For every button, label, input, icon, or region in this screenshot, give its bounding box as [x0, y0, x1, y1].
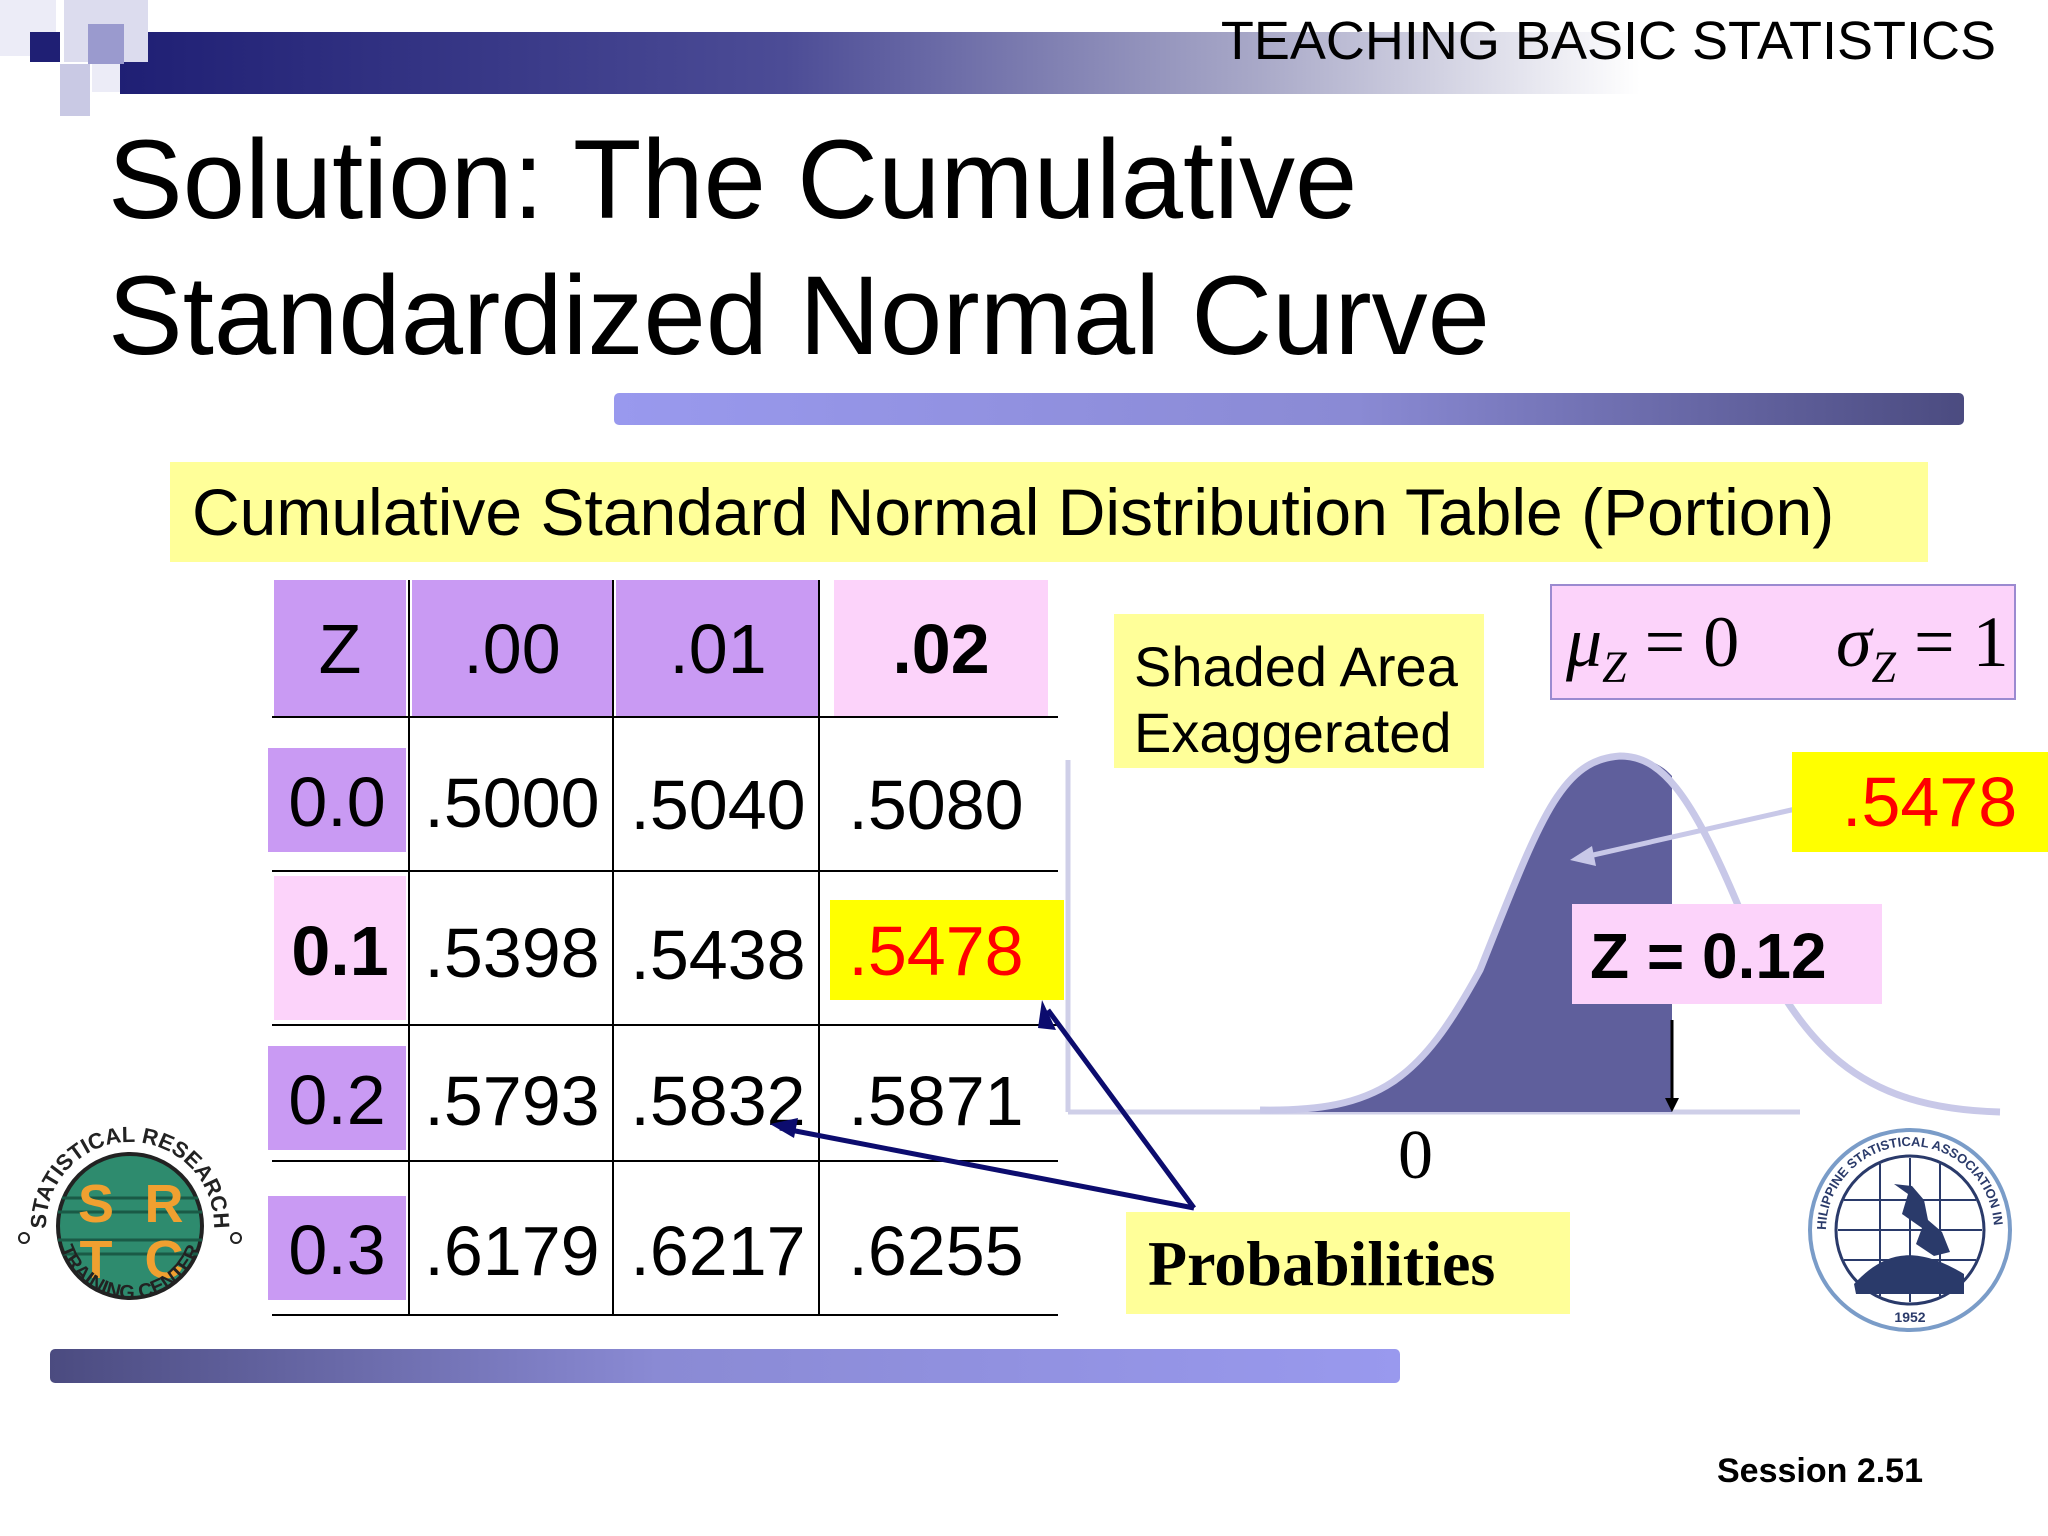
table-rule — [612, 580, 614, 1316]
mu-symbol: μ — [1566, 602, 1603, 682]
slide-title-line1: Solution: The Cumulative — [108, 117, 1358, 242]
shaded-area-line1: Shaded Area — [1134, 635, 1458, 698]
table-rule — [272, 1160, 1058, 1162]
probabilities-arrows — [770, 1000, 1197, 1211]
table-cell: .6217 — [630, 1212, 806, 1290]
svg-text:S: S — [78, 1174, 114, 1234]
column-header-00: .00 — [412, 580, 612, 718]
footer-band — [50, 1349, 1400, 1383]
svg-text:1952: 1952 — [1894, 1309, 1925, 1325]
row-label-z-0-2: 0.2 — [268, 1046, 406, 1150]
result-arrow — [1579, 805, 1801, 861]
shaded-area-note: Shaded Area Exaggerated — [1114, 614, 1484, 768]
header-band — [120, 32, 2020, 94]
table-cell: .5438 — [630, 916, 806, 994]
table-cell: .5040 — [630, 766, 806, 844]
title-rule — [614, 393, 1964, 425]
table-rule — [272, 1024, 1058, 1026]
table-cell: .6179 — [424, 1212, 600, 1290]
shaded-area-line2: Exaggerated — [1134, 701, 1452, 764]
table-rule — [818, 580, 820, 1316]
slide-title: Solution: The Cumulative Standardized No… — [108, 112, 1490, 384]
table-cell: .6255 — [848, 1212, 1024, 1290]
result-arrowhead — [1570, 846, 1596, 866]
sigma-value: = 1 — [1914, 602, 2009, 682]
table-rule — [408, 580, 410, 1316]
srtc-logo: S R T C STATISTICAL RESEARCH TRAINING CE… — [18, 1122, 242, 1304]
session-number: Session 2.51 — [1716, 1452, 1923, 1490]
shaded-area — [1260, 756, 1672, 1112]
table-cell: .5871 — [848, 1062, 1024, 1140]
mu-subscript: Z — [1602, 642, 1627, 692]
column-header-02: .02 — [834, 580, 1048, 718]
curve-line — [1259, 752, 2001, 1116]
sigma-symbol: σ — [1836, 602, 1872, 682]
parameter-box: μZ = 0 σZ = 1 — [1550, 584, 2016, 700]
zero-label: 0 — [1398, 1117, 1433, 1194]
z-label: Z = 0.12 — [1590, 920, 1827, 992]
table-cell-highlighted: .5478 — [848, 912, 1024, 990]
table-cell: .5793 — [424, 1062, 600, 1140]
sigma-subscript: Z — [1871, 642, 1896, 692]
column-header-01: .01 — [616, 580, 820, 718]
table-rule — [272, 870, 1058, 872]
row-label-z-0-1: 0.1 — [274, 876, 406, 1020]
row-label-z-0-0: 0.0 — [268, 748, 406, 852]
svg-text:T: T — [80, 1230, 113, 1290]
row-label-z-0-3: 0.3 — [268, 1196, 406, 1300]
table-cell: .5080 — [848, 766, 1024, 844]
table-cell: .5000 — [424, 764, 600, 842]
column-header-z: Z — [274, 580, 406, 718]
z-label-box — [1572, 904, 1882, 1004]
z-marker-arrowhead — [1665, 1098, 1679, 1112]
normal-curve-graphic — [1065, 752, 2001, 1116]
result-value-box — [1792, 752, 2048, 852]
probabilities-label: Probabilities — [1126, 1212, 1570, 1314]
svg-text:R: R — [145, 1174, 184, 1234]
table-caption: Cumulative Standard Normal Distribution … — [170, 462, 1928, 562]
course-title: TEACHING BASIC STATISTICS — [1220, 11, 1996, 71]
svg-text:C: C — [145, 1230, 184, 1290]
table-rule — [272, 1314, 1058, 1316]
psa-logo: PHILIPPINE STATISTICAL ASSOCIATION INC. … — [1804, 1124, 2012, 1332]
table-rule — [272, 716, 1058, 718]
highlight-cell-bg — [830, 900, 1064, 1000]
mu-value: = 0 — [1644, 602, 1740, 682]
table-cell: .5398 — [424, 914, 600, 992]
slide-title-line2: Standardized Normal Curve — [108, 253, 1490, 378]
result-value: .5478 — [1842, 763, 2018, 841]
